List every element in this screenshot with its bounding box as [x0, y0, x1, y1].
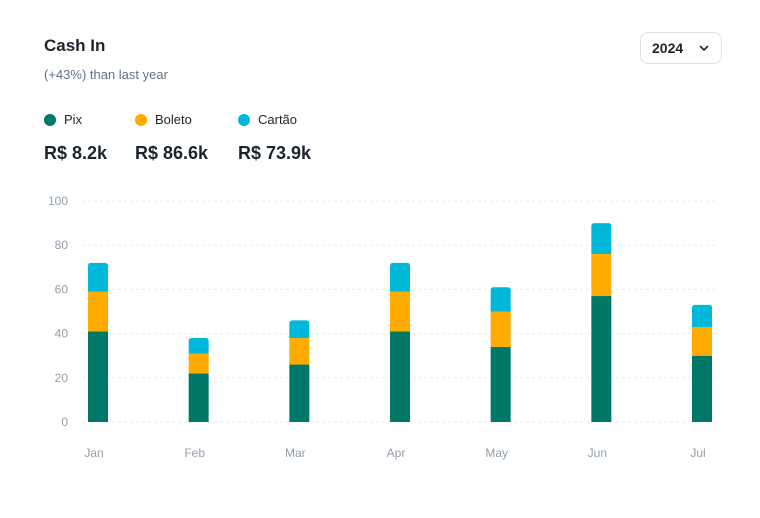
y-tick-label: 100 — [48, 194, 68, 208]
bar-segment-cartao — [289, 320, 310, 339]
legend-total-pix: R$ 8.2k — [44, 143, 108, 163]
bar-segment-pix — [88, 331, 108, 422]
legend-label-pix: Pix — [64, 112, 83, 127]
legend-label-cartao: Cartão — [258, 112, 298, 127]
legend-item-pix: Pix R$ 8.2k — [44, 112, 107, 164]
y-tick-label: 80 — [55, 238, 69, 252]
bar-segment-cartao — [490, 287, 511, 312]
x-tick-label: Jan — [84, 446, 103, 460]
x-tick-label: Jun — [588, 446, 607, 460]
legend-item-cartao: Cartão R$ 73.9k — [238, 112, 311, 164]
card-title: Cash In — [44, 36, 106, 55]
legend-dot-cartao — [238, 113, 250, 126]
bar-segment-boleto — [390, 291, 410, 332]
x-tick-label: Mar — [285, 446, 306, 460]
legend-label-boleto: Boleto — [155, 112, 192, 127]
y-tick-label: 40 — [55, 327, 69, 341]
bar-segment-cartao — [188, 338, 209, 354]
y-tick-label: 0 — [61, 415, 68, 429]
bar-segment-boleto — [692, 326, 712, 356]
y-tick-label: 20 — [55, 371, 69, 385]
bar-segment-boleto — [188, 353, 209, 374]
legend-dot-boleto — [135, 113, 147, 126]
chevron-down-icon — [699, 45, 709, 51]
bar-segment-boleto — [591, 254, 612, 297]
bar-segment-pix — [188, 373, 209, 422]
x-tick-label: Apr — [387, 446, 406, 460]
bar-segment-pix — [390, 331, 410, 422]
bar-segment-pix — [591, 296, 612, 422]
x-tick-label: Jul — [690, 446, 705, 460]
legend-total-boleto: R$ 86.6k — [135, 143, 209, 163]
bar-segment-boleto — [88, 291, 108, 332]
x-tick-label: May — [485, 446, 508, 460]
bar-segment-pix — [289, 364, 310, 422]
x-tick-label: Feb — [184, 446, 205, 460]
bar-segment-boleto — [490, 311, 511, 347]
year-select[interactable]: 2024 — [640, 32, 722, 64]
legend-item-boleto: Boleto R$ 86.6k — [135, 112, 208, 164]
bar-segment-cartao — [88, 262, 108, 292]
year-select-value: 2024 — [652, 40, 684, 56]
y-tick-label: 60 — [55, 282, 69, 296]
legend-dot-pix — [44, 113, 56, 126]
bar-segment-cartao — [591, 223, 612, 255]
card-subtitle: (+43%) than last year — [44, 67, 168, 82]
bar-segment-boleto — [289, 338, 310, 365]
bar-segment-cartao — [692, 304, 712, 327]
bar-segment-cartao — [390, 262, 410, 292]
legend-total-cartao: R$ 73.9k — [238, 143, 312, 163]
bar-segment-pix — [490, 346, 511, 422]
bar-segment-pix — [692, 355, 712, 422]
